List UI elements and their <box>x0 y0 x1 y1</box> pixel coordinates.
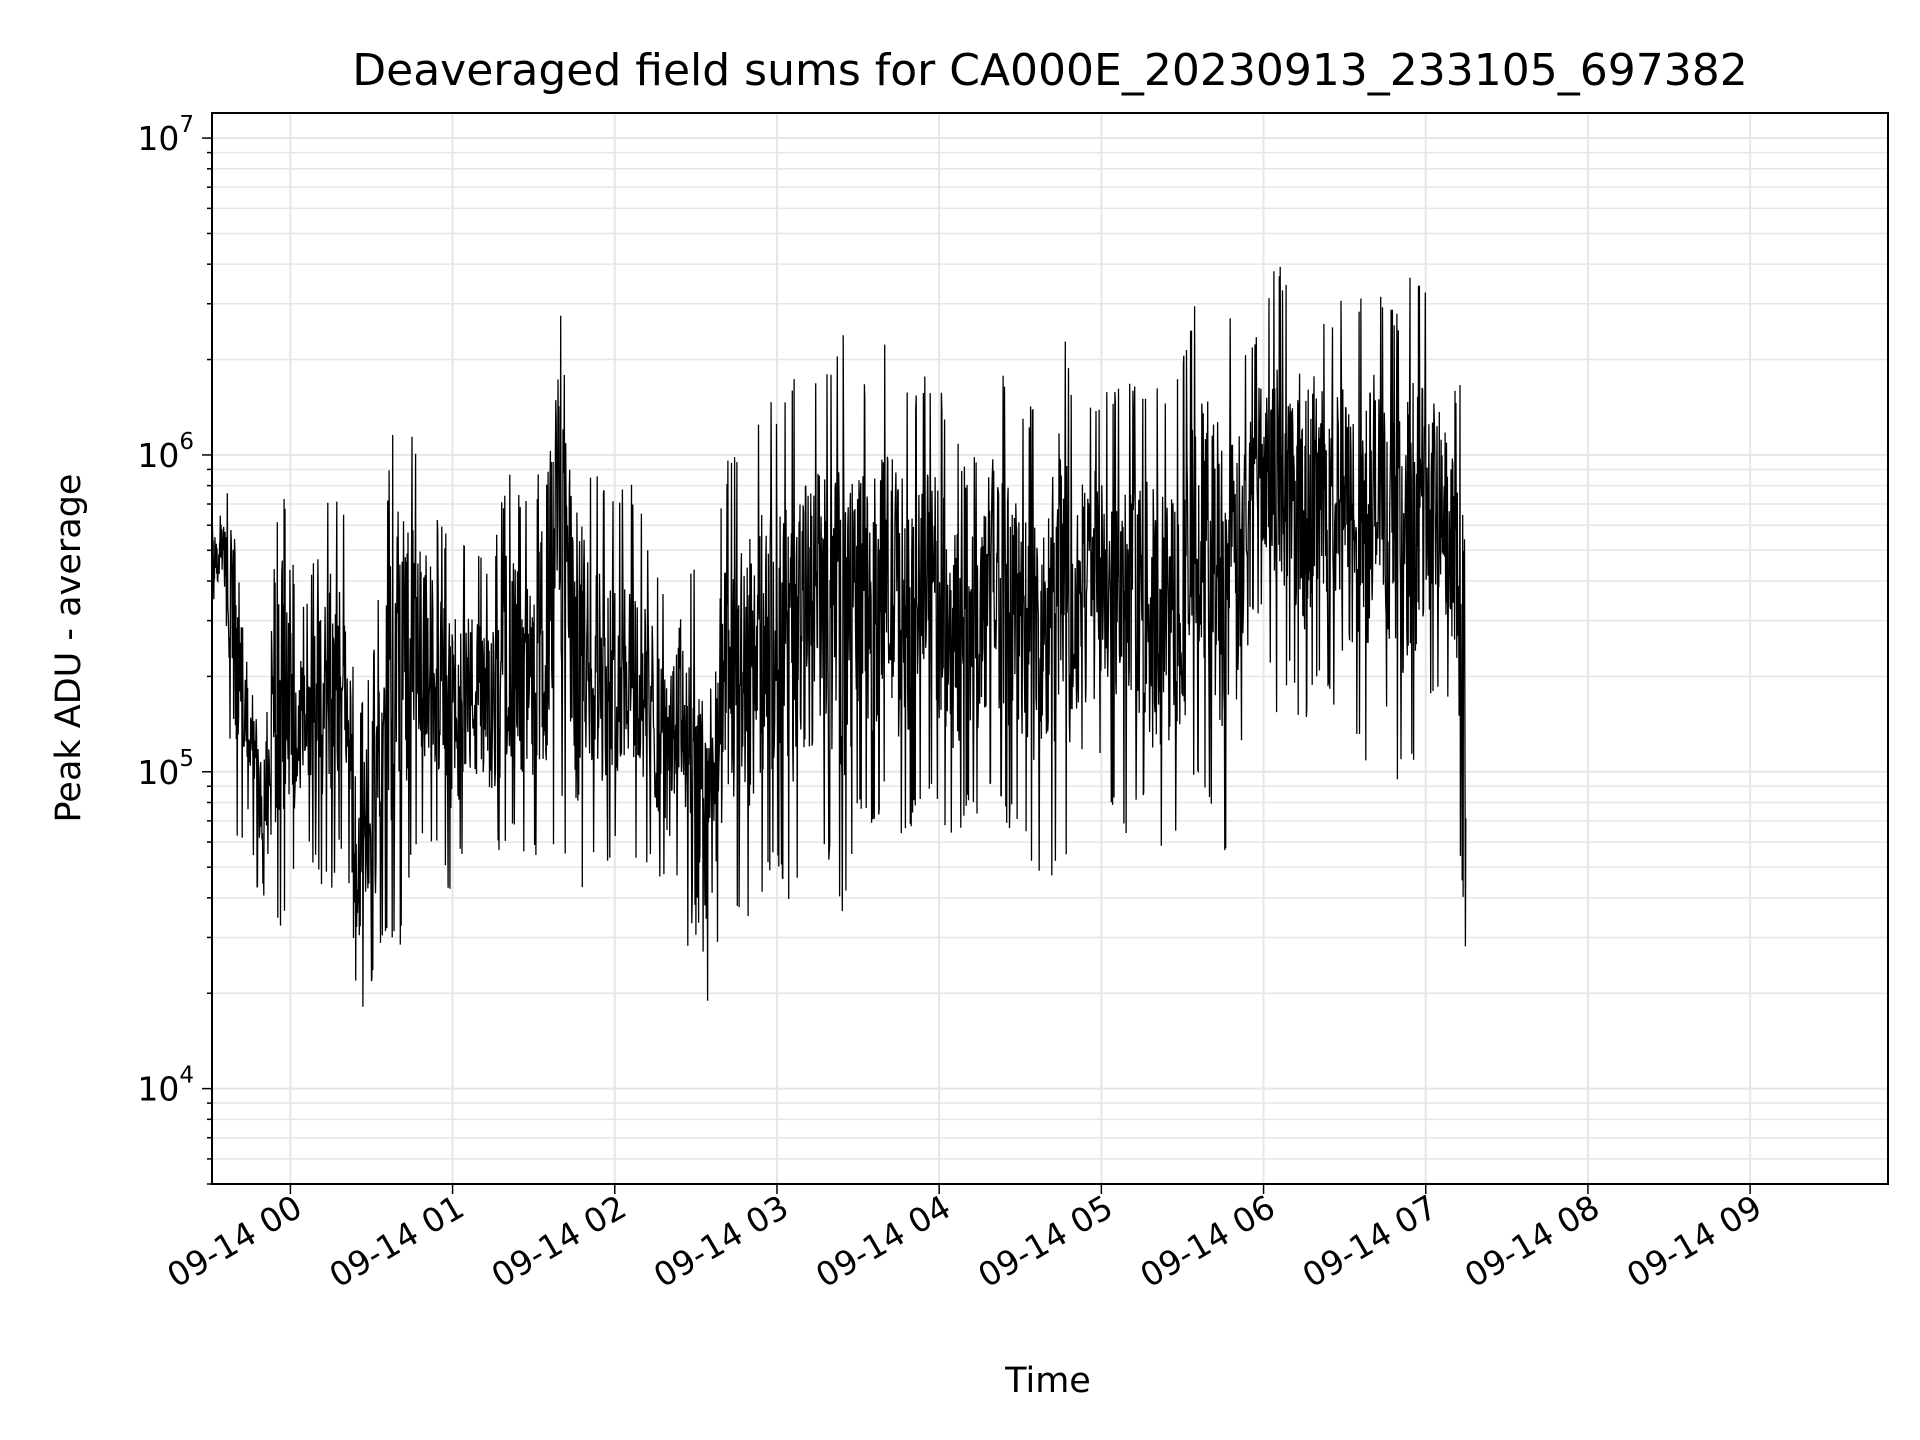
series-layer <box>211 266 1467 1007</box>
chart-title: Deaveraged field sums for CA000E_2023091… <box>352 45 1747 96</box>
y-tick-label: 105 <box>137 746 194 792</box>
plot-frame <box>211 112 1889 1185</box>
y-tick-label: 107 <box>137 112 194 158</box>
y-axis: 104 105 106 107 <box>137 112 212 1185</box>
x-axis-label: Time <box>1004 1361 1091 1401</box>
y-tick-label: 106 <box>137 429 194 475</box>
series-line <box>211 266 1467 1007</box>
y-axis-label: Peak ADU - average <box>49 474 89 823</box>
y-tick-label: 104 <box>137 1063 194 1109</box>
grid-lines <box>212 113 1888 1185</box>
